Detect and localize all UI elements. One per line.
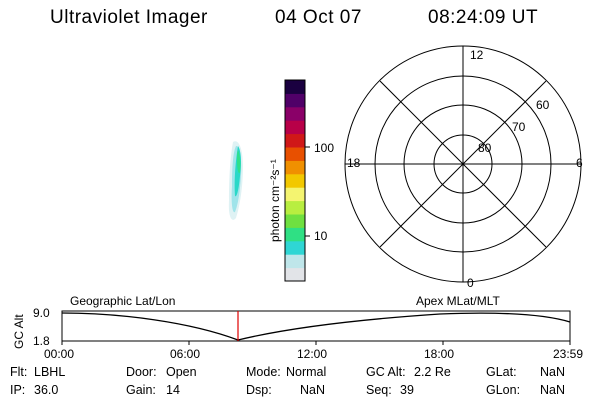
status-seq-value: 39 xyxy=(400,383,414,397)
status-mode-label: Mode: xyxy=(246,365,281,379)
status-ip-value: 36.0 xyxy=(34,383,59,397)
time-label: 08:24:09 UT xyxy=(428,7,539,28)
colorbar-band xyxy=(285,227,305,242)
colorbar-ticks xyxy=(305,146,310,237)
status-dsp-value: NaN xyxy=(300,383,326,397)
colorbar-band xyxy=(285,200,305,215)
lat-label: 80 xyxy=(478,141,492,155)
altitude-axis-title: GC Alt xyxy=(12,314,26,349)
colorbar-band xyxy=(285,254,305,269)
time-tick-label: 18:00 xyxy=(424,347,455,361)
status-mode-value: Normal xyxy=(286,365,327,379)
colorbar-band xyxy=(285,106,305,121)
colorbar-tick-label: 100 xyxy=(314,141,335,155)
colorbar-band xyxy=(285,160,305,175)
colorbar-unit-label: photon cm⁻²s⁻¹ xyxy=(268,159,282,242)
colorbar-band xyxy=(285,240,305,255)
colorbar-frame xyxy=(284,79,306,282)
lat-label: 70 xyxy=(512,120,526,134)
status-flt-label: Flt: xyxy=(10,365,28,379)
status-gcalt-value: 2.2 Re xyxy=(414,365,451,379)
polar-plot xyxy=(344,45,582,283)
altitude-tick-low: 1.8 xyxy=(33,334,50,348)
status-door-value: Open xyxy=(166,365,197,379)
colorbar xyxy=(285,80,305,282)
lat-label: 60 xyxy=(536,98,550,112)
altitude-panel-ticks xyxy=(61,341,571,345)
geographic-label: Geographic Lat/Lon xyxy=(70,294,176,308)
colorbar-band xyxy=(285,120,305,135)
status-gcalt-label: GC Alt: xyxy=(366,365,406,379)
status-glon-value: NaN xyxy=(540,383,566,397)
altitude-tick-high: 9.0 xyxy=(33,306,50,320)
date-label: 04 Oct 07 xyxy=(275,7,362,28)
colorbar-band xyxy=(285,93,305,108)
colorbar-band xyxy=(285,214,305,228)
colorbar-tick-label: 10 xyxy=(314,229,328,243)
mlt-label-bottom: 0 xyxy=(467,276,474,290)
status-ip-label: IP: xyxy=(10,383,26,397)
time-tick-label: 12:00 xyxy=(297,347,328,361)
colorbar-band xyxy=(285,80,305,94)
status-flt-value: LBHL xyxy=(34,365,66,379)
status-gain-label: Gain: xyxy=(126,383,156,397)
status-dsp-label: Dsp: xyxy=(246,383,272,397)
colorbar-band xyxy=(285,187,305,202)
mlt-label-right: 6 xyxy=(576,156,583,170)
status-gain-value: 14 xyxy=(166,383,180,397)
status-seq-label: Seq: xyxy=(366,383,392,397)
status-glat-value: NaN xyxy=(540,365,566,379)
time-tick-label: 00:00 xyxy=(44,347,75,361)
colorbar-band xyxy=(285,267,305,282)
auroral-emission-blob xyxy=(228,141,243,220)
status-glat-label: GLat: xyxy=(486,365,517,379)
mlt-label-top: 12 xyxy=(470,48,484,62)
colorbar-band xyxy=(285,147,305,161)
altitude-curve xyxy=(61,312,571,341)
colorbar-band xyxy=(285,173,305,188)
time-tick-label: 23:59 xyxy=(553,347,584,361)
status-glon-label: GLon: xyxy=(486,383,521,397)
colorbar-band xyxy=(285,133,305,148)
status-door-label: Door: xyxy=(126,365,157,379)
time-tick-label: 06:00 xyxy=(170,347,201,361)
mlt-label-left: 18 xyxy=(347,156,361,170)
instrument-title: Ultraviolet Imager xyxy=(50,7,208,28)
apex-label: Apex MLat/MLT xyxy=(416,294,500,308)
